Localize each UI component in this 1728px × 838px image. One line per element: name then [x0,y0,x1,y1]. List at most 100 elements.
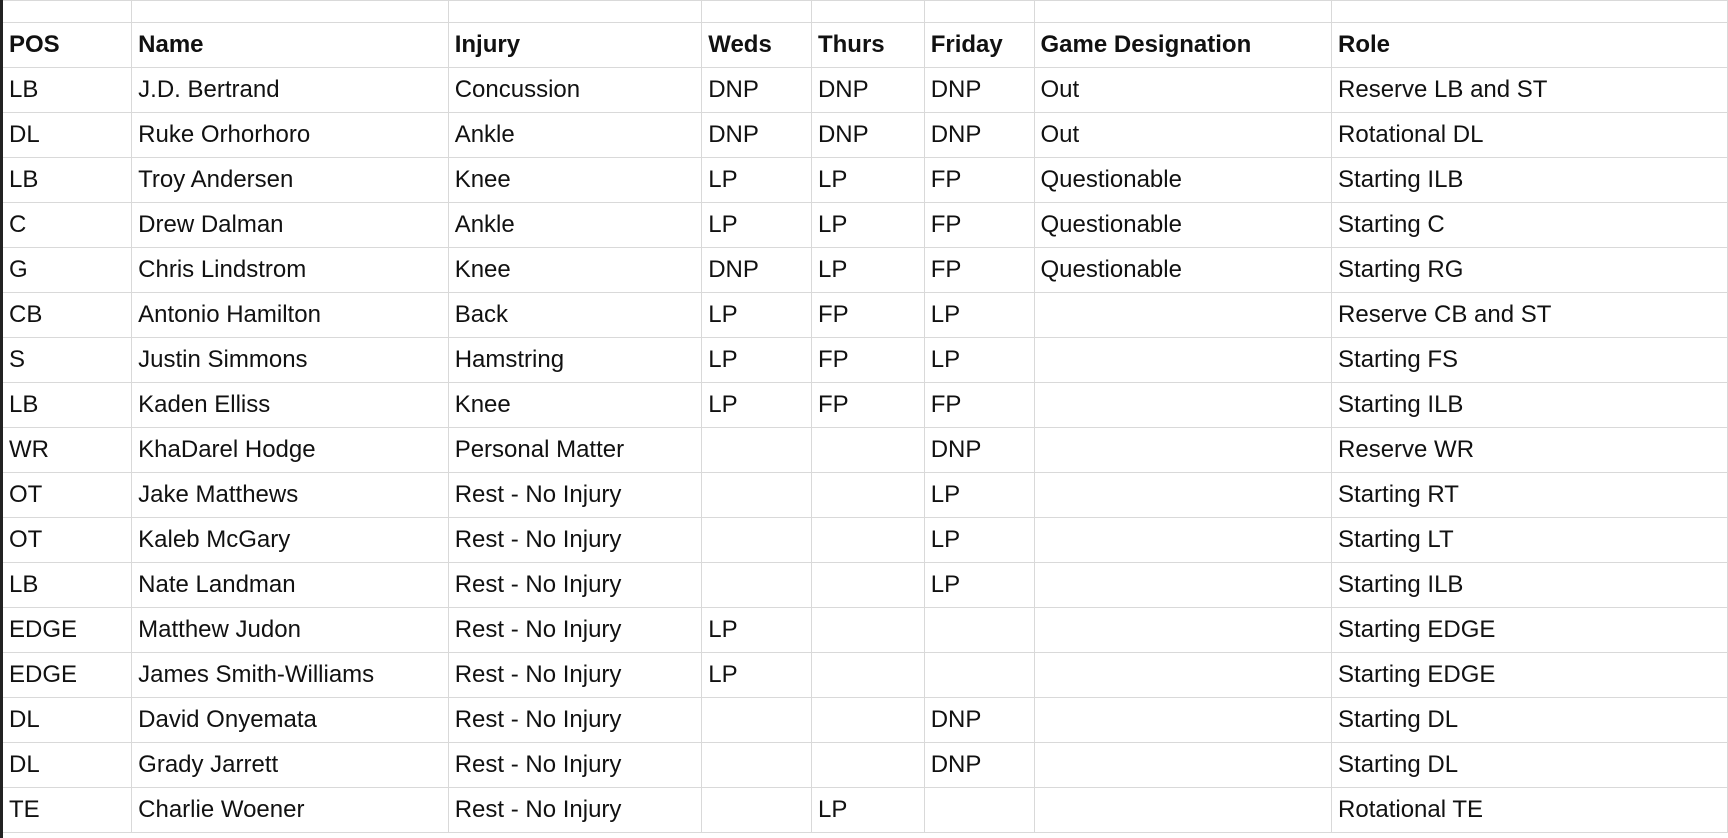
cell-friday[interactable]: DNP [923,67,1035,113]
cell-role[interactable]: Starting C [1331,202,1728,248]
cell-thurs[interactable]: FP [810,292,925,338]
cell-role[interactable]: Starting DL [1331,742,1728,788]
cell-injury[interactable]: Knee [447,382,703,428]
cell-friday[interactable]: DNP [923,697,1035,743]
cell-pos[interactable]: OT [3,472,133,518]
cell-thurs[interactable]: LP [810,157,925,203]
cell-weds[interactable] [701,697,812,743]
cell-role[interactable]: Reserve LB and ST [1331,67,1728,113]
cell-name[interactable]: Justin Simmons [131,337,449,383]
cell-name[interactable]: Troy Andersen [131,157,449,203]
header-injury[interactable]: Injury [447,22,703,68]
cell-injury[interactable]: Rest - No Injury [447,562,703,608]
cell-friday[interactable]: DNP [923,742,1035,788]
cell-weds[interactable] [701,517,812,563]
cell-weds[interactable] [701,0,812,23]
cell-thurs[interactable]: FP [810,382,925,428]
cell-pos[interactable]: EDGE [3,607,133,653]
cell-game-designation[interactable]: Questionable [1033,247,1333,293]
cell-role[interactable]: Starting LT [1331,517,1728,563]
cell-game-designation[interactable]: Out [1033,67,1333,113]
cell-thurs[interactable]: DNP [810,112,925,158]
cell-role[interactable]: Starting EDGE [1331,607,1728,653]
cell-thurs[interactable] [810,562,925,608]
cell-pos[interactable]: WR [3,427,133,473]
cell-pos[interactable] [3,0,133,23]
header-game-designation[interactable]: Game Designation [1033,22,1333,68]
cell-weds[interactable]: DNP [701,67,812,113]
cell-role[interactable]: Starting ILB [1331,157,1728,203]
cell-injury[interactable]: Back [447,292,703,338]
cell-friday[interactable] [923,787,1035,833]
cell-injury[interactable] [447,0,703,23]
cell-name[interactable]: David Onyemata [131,697,449,743]
cell-pos[interactable]: G [3,247,133,293]
cell-role[interactable]: Starting ILB [1331,562,1728,608]
cell-game-designation[interactable]: Out [1033,112,1333,158]
cell-friday[interactable]: FP [923,157,1035,203]
cell-thurs[interactable]: FP [810,337,925,383]
cell-injury[interactable]: Rest - No Injury [447,472,703,518]
cell-pos[interactable]: DL [3,112,133,158]
cell-thurs[interactable] [810,742,925,788]
cell-pos[interactable]: LB [3,157,133,203]
cell-friday[interactable]: LP [923,337,1035,383]
header-friday[interactable]: Friday [923,22,1035,68]
cell-weds[interactable]: LP [701,157,812,203]
cell-game-designation[interactable] [1033,652,1333,698]
cell-thurs[interactable]: LP [810,202,925,248]
cell-injury[interactable]: Hamstring [447,337,703,383]
cell-weds[interactable]: DNP [701,247,812,293]
cell-injury[interactable]: Rest - No Injury [447,697,703,743]
cell-injury[interactable]: Personal Matter [447,427,703,473]
cell-friday[interactable]: FP [923,382,1035,428]
cell-pos[interactable]: OT [3,517,133,563]
cell-weds[interactable] [701,472,812,518]
cell-game-designation[interactable] [1033,517,1333,563]
cell-friday[interactable]: LP [923,562,1035,608]
cell-weds[interactable]: LP [701,337,812,383]
cell-pos[interactable]: DL [3,742,133,788]
cell-pos[interactable]: LB [3,67,133,113]
header-thurs[interactable]: Thurs [810,22,925,68]
cell-game-designation[interactable] [1033,562,1333,608]
cell-game-designation[interactable] [1033,472,1333,518]
cell-thurs[interactable]: LP [810,247,925,293]
header-pos[interactable]: POS [3,22,133,68]
cell-friday[interactable]: DNP [923,112,1035,158]
cell-thurs[interactable] [810,697,925,743]
cell-weds[interactable]: LP [701,202,812,248]
cell-injury[interactable]: Rest - No Injury [447,787,703,833]
cell-game-designation[interactable] [1033,292,1333,338]
cell-role[interactable]: Rotational TE [1331,787,1728,833]
cell-role[interactable]: Reserve CB and ST [1331,292,1728,338]
cell-role[interactable]: Starting RG [1331,247,1728,293]
cell-thurs[interactable] [810,607,925,653]
cell-thurs[interactable] [810,0,925,23]
cell-role[interactable]: Starting EDGE [1331,652,1728,698]
cell-role[interactable]: Starting ILB [1331,382,1728,428]
cell-injury[interactable]: Concussion [447,67,703,113]
cell-thurs[interactable] [810,517,925,563]
cell-role[interactable]: Starting RT [1331,472,1728,518]
cell-game-designation[interactable] [1033,382,1333,428]
cell-thurs[interactable] [810,427,925,473]
cell-weds[interactable] [701,742,812,788]
cell-injury[interactable]: Rest - No Injury [447,607,703,653]
cell-pos[interactable]: LB [3,382,133,428]
cell-name[interactable]: James Smith-Williams [131,652,449,698]
cell-thurs[interactable]: DNP [810,67,925,113]
cell-weds[interactable] [701,427,812,473]
cell-friday[interactable] [923,607,1035,653]
cell-injury[interactable]: Ankle [447,112,703,158]
cell-name[interactable]: Charlie Woener [131,787,449,833]
header-role[interactable]: Role [1331,22,1728,68]
cell-game-designation[interactable] [1033,697,1333,743]
cell-game-designation[interactable]: Questionable [1033,157,1333,203]
cell-friday[interactable]: LP [923,517,1035,563]
cell-injury[interactable]: Knee [447,157,703,203]
cell-name[interactable]: Matthew Judon [131,607,449,653]
cell-weds[interactable]: DNP [701,112,812,158]
cell-weds[interactable] [701,787,812,833]
cell-name[interactable]: Chris Lindstrom [131,247,449,293]
